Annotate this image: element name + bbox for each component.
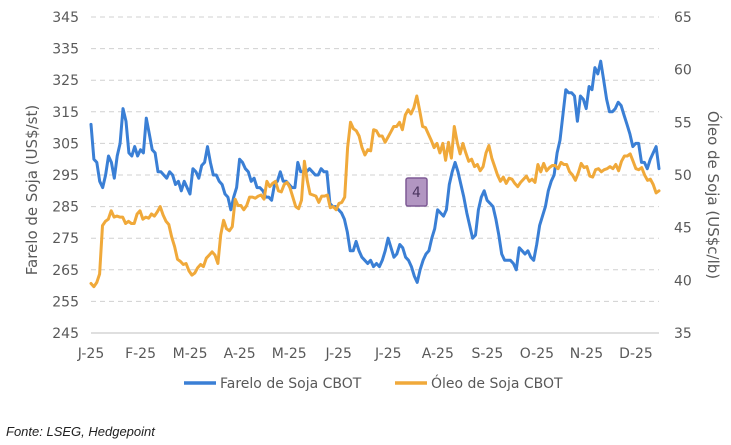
x-tick-label: M-25 [173,346,208,362]
right-tick-label: 40 [674,273,692,289]
left-tick-label: 285 [52,200,79,216]
left-tick-label: 315 [52,105,79,121]
badge-label: 4 [412,185,421,201]
left-tick-label: 325 [52,73,79,89]
right-tick-label: 60 [674,63,692,79]
left-tick-label: 295 [52,168,79,184]
legend-label-farelo: Farelo de Soja CBOT [220,376,362,392]
right-axis-ticks: 65 60 55 50 45 40 35 [674,10,692,342]
left-axis-title: Farelo de Soja (US$/st) [23,105,41,275]
right-tick-label: 45 [674,221,692,237]
right-tick-label: 65 [674,10,692,26]
x-tick-label: J-25 [77,346,105,362]
x-tick-label: N-25 [570,346,603,362]
left-tick-label: 305 [52,136,79,152]
x-tick-label: F-25 [125,346,156,362]
series-line-farelo [89,59,661,284]
x-tick-label: M-25 [272,346,307,362]
left-tick-label: 265 [52,263,79,279]
x-tick-label: O-25 [520,346,554,362]
left-tick-label: 275 [52,231,79,247]
x-tick-label: J-25 [374,346,402,362]
x-tick-label: A-25 [224,346,256,362]
legend: Farelo de Soja CBOT Óleo de Soja CBOT [184,374,563,392]
left-tick-label: 255 [52,294,79,310]
right-axis-title: Óleo de Soja (US$c/lb) [704,111,723,279]
left-axis-ticks: 345 335 325 315 305 295 285 275 265 255 245 [52,10,79,342]
x-tick-label: S-25 [471,346,503,362]
series-line-oleo [89,94,661,289]
gridlines [91,16,659,302]
legend-label-oleo: Óleo de Soja CBOT [431,374,563,392]
x-tick-label: J-25 [324,346,352,362]
annotation-badge: 4 [405,177,428,207]
badge-box [405,177,428,207]
left-tick-label: 245 [52,326,79,342]
right-tick-label: 55 [674,115,692,131]
x-axis-ticks: J-25 F-25 M-25 A-25 M-25 J-25 J-25 A-25 S-25 O-25… [77,346,653,362]
right-tick-label: 35 [674,326,692,342]
source-note: Fonte: LSEG, Hedgepoint [6,424,155,439]
x-tick-label: D-25 [619,346,653,362]
x-tick-label: A-25 [422,346,454,362]
series-group [89,59,661,289]
right-tick-label: 50 [674,168,692,184]
left-tick-label: 335 [52,42,79,58]
left-tick-label: 345 [52,10,79,26]
